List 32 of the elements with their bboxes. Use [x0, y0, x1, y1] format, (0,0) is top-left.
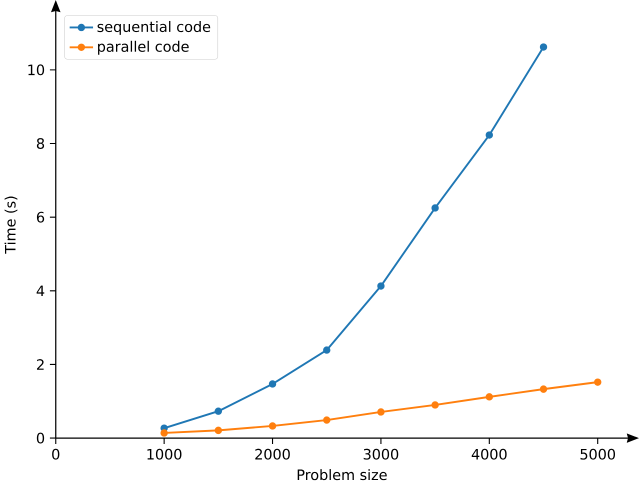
- x-tick-label: 0: [52, 448, 60, 460]
- legend-label: sequential code: [98, 21, 210, 35]
- y-tick-label: 10: [28, 64, 44, 76]
- point: [214, 408, 222, 416]
- point: [594, 378, 602, 386]
- x-axis-title: Problem size: [298, 469, 387, 480]
- point: [486, 393, 494, 401]
- x-tick-label: 5000: [580, 448, 616, 460]
- x-tick-label: 1000: [147, 448, 182, 460]
- point: [377, 408, 385, 416]
- point: [160, 429, 168, 437]
- y-tick-label: 8: [36, 138, 44, 150]
- point: [486, 131, 494, 139]
- point: [540, 386, 548, 393]
- y-tick-label: 6: [36, 212, 44, 223]
- point: [268, 422, 276, 430]
- point: [323, 346, 330, 354]
- point: [431, 204, 439, 212]
- y-tick-label: 0: [36, 432, 44, 444]
- x-tick-label: 2000: [255, 448, 290, 460]
- x-tick-label: 4000: [472, 448, 507, 460]
- point: [431, 401, 439, 409]
- point: [214, 426, 222, 434]
- y-tick-label: 2: [36, 359, 44, 370]
- y-tick-label: 4: [36, 286, 44, 296]
- point: [377, 282, 385, 290]
- legend-label: parallel code: [98, 40, 189, 55]
- x-tick-label: 3000: [364, 448, 398, 460]
- point: [323, 416, 330, 424]
- y-axis-title: Time (s): [4, 196, 18, 254]
- point: [268, 380, 276, 388]
- point: [540, 43, 548, 51]
